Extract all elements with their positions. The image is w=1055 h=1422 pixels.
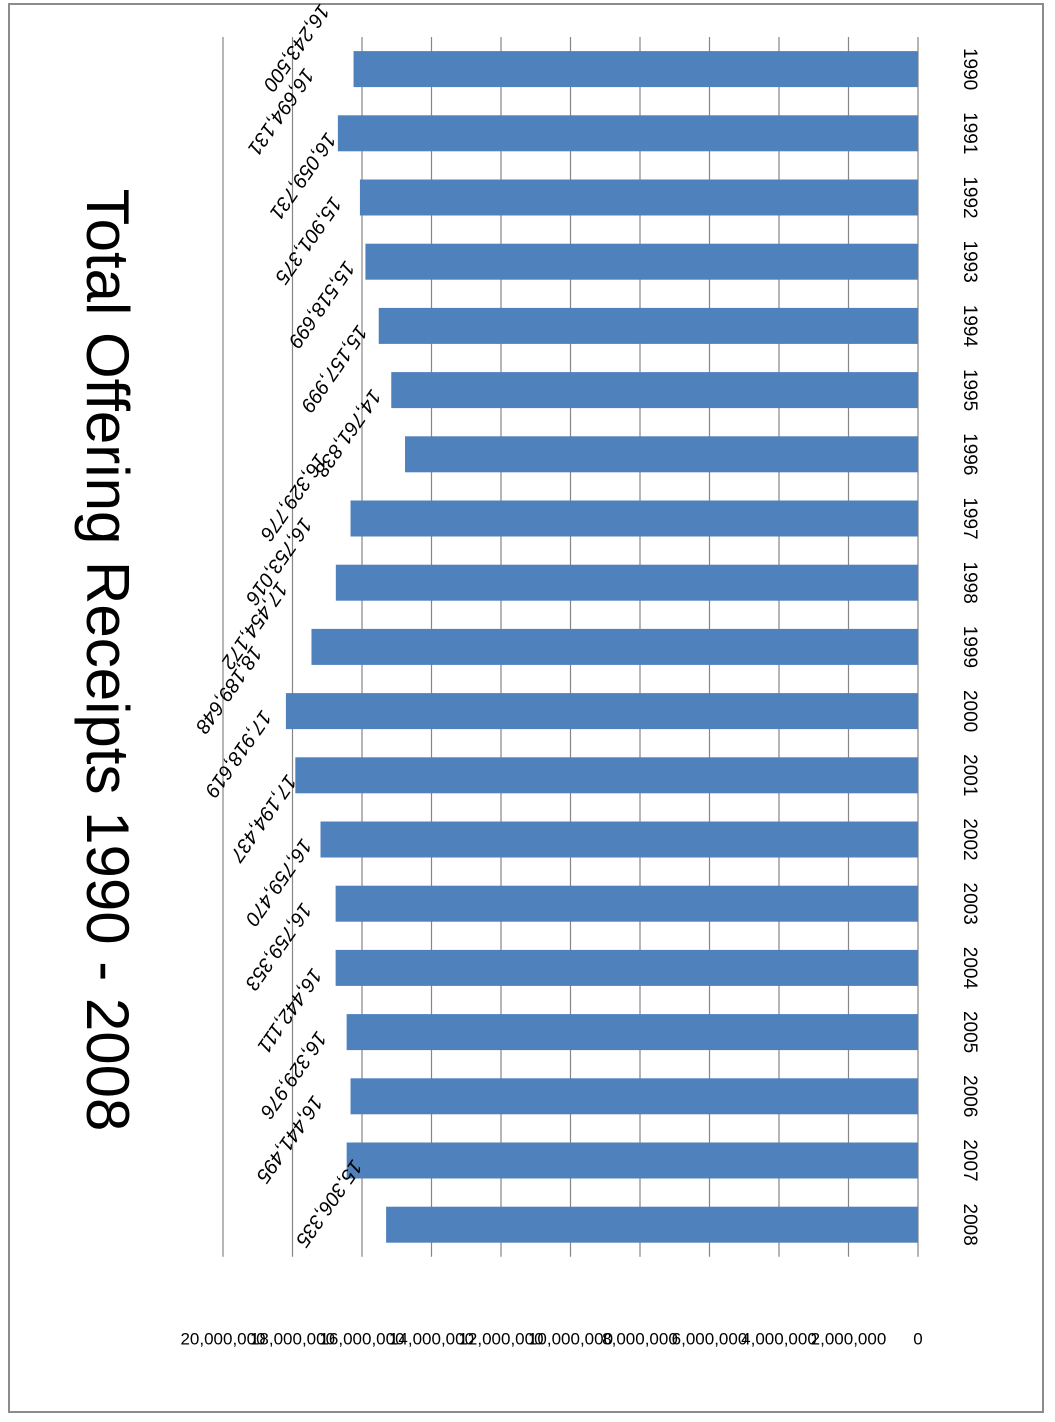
x-tick-label-1990: 1990 xyxy=(959,48,980,90)
y-tick-label: 8,000,000 xyxy=(602,1329,678,1348)
x-tick-label-1995: 1995 xyxy=(959,369,980,411)
y-tick-label: 18,000,000 xyxy=(250,1329,335,1348)
chart-frame xyxy=(8,3,1044,1413)
y-tick-label: 4,000,000 xyxy=(741,1329,817,1348)
bar-1998 xyxy=(335,564,918,601)
x-tick-label-2004: 2004 xyxy=(959,947,980,990)
y-tick-label: 0 xyxy=(913,1329,922,1348)
bar-1997 xyxy=(350,500,918,537)
bar-2008 xyxy=(386,1206,918,1243)
y-axis-tick-labels: 0 2,000,0004,000,0006,000,0008,000,00010,… xyxy=(180,1329,922,1348)
x-tick-label-1998: 1998 xyxy=(959,562,980,604)
x-tick-label-2008: 2008 xyxy=(959,1204,980,1246)
x-tick-label-1993: 1993 xyxy=(959,241,980,283)
x-tick-label-1996: 1996 xyxy=(959,433,980,475)
bar-2001 xyxy=(295,757,918,794)
y-tick-label: 20,000,000 xyxy=(180,1329,265,1348)
bar-1999 xyxy=(311,628,918,665)
bar-2004 xyxy=(335,949,918,986)
y-tick-label: 6,000,000 xyxy=(672,1329,748,1348)
data-label-2008: 15,306,335 xyxy=(290,1156,366,1251)
x-tick-label-1991: 1991 xyxy=(959,112,980,154)
data-labels: 16,243,50016,694,13116,059,73115,901,375… xyxy=(191,0,386,1251)
x-tick-label-2002: 2002 xyxy=(959,818,980,860)
x-tick-label-2000: 2000 xyxy=(959,690,980,732)
bars xyxy=(285,51,918,1243)
bar-2007 xyxy=(346,1142,918,1179)
x-tick-label-2001: 2001 xyxy=(959,754,980,796)
x-tick-label-2006: 2006 xyxy=(959,1075,980,1117)
bar-1995 xyxy=(391,372,918,409)
bar-1996 xyxy=(405,436,918,473)
y-tick-label: 16,000,000 xyxy=(319,1329,404,1348)
y-tick-label: 10,000,000 xyxy=(528,1329,613,1348)
y-tick-label: 12,000,000 xyxy=(458,1329,543,1348)
bar-2000 xyxy=(285,693,918,730)
x-tick-label-2007: 2007 xyxy=(959,1139,980,1181)
x-tick-label-1992: 1992 xyxy=(959,176,980,218)
x-tick-label-1999: 1999 xyxy=(959,626,980,668)
y-tick-label: 14,000,000 xyxy=(389,1329,474,1348)
x-tick-label-1994: 1994 xyxy=(959,305,980,348)
bar-1993 xyxy=(365,243,918,280)
bar-2005 xyxy=(346,1014,918,1051)
bar-1990 xyxy=(353,51,918,88)
x-tick-label-1997: 1997 xyxy=(959,497,980,539)
y-tick-label: 2,000,000 xyxy=(811,1329,887,1348)
chart-title: Total Offering Receipts 1990 - 2008 xyxy=(74,189,141,1132)
bar-1994 xyxy=(378,307,918,344)
x-axis-tick-labels: 1990 1991 1992 1993 1994 1995 1996 1997 1998 1999… xyxy=(959,48,980,1246)
x-tick-label-2005: 2005 xyxy=(959,1011,980,1053)
bar-2003 xyxy=(335,885,918,922)
bar-2002 xyxy=(320,821,918,858)
x-tick-label-2003: 2003 xyxy=(959,883,980,925)
bar-1991 xyxy=(337,115,918,152)
bar-2006 xyxy=(350,1078,918,1115)
bar-1992 xyxy=(359,179,918,216)
